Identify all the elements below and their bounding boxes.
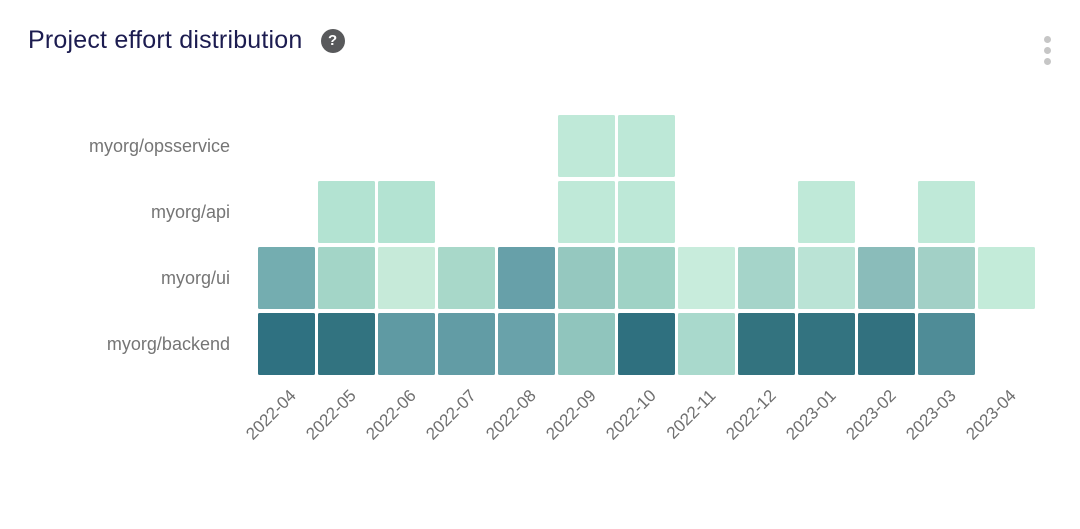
heatmap-cell-empty (978, 181, 1035, 243)
heatmap-cell-empty (978, 115, 1035, 177)
heatmap-cell-empty (678, 181, 735, 243)
row-label: myorg/opsservice (88, 135, 230, 156)
heatmap-cell-empty (798, 115, 855, 177)
heatmap-cell[interactable] (858, 247, 915, 309)
heatmap-cell[interactable] (438, 247, 495, 309)
heatmap-cell[interactable] (378, 313, 435, 375)
heatmap-cell[interactable] (738, 247, 795, 309)
x-axis-label: 2022-12 (722, 386, 780, 444)
heatmap-cell-empty (438, 115, 495, 177)
heatmap-cell-empty (498, 115, 555, 177)
heatmap-cell-empty (318, 115, 375, 177)
heatmap-cell-empty (378, 115, 435, 177)
heatmap-cell[interactable] (258, 247, 315, 309)
row-label: myorg/ui (160, 267, 230, 288)
heatmap-cell-empty (738, 115, 795, 177)
heatmap-cell-empty (858, 181, 915, 243)
kebab-dot (1044, 47, 1051, 54)
heatmap-cell[interactable] (258, 313, 315, 375)
heatmap-cell-empty (978, 313, 1035, 375)
heatmap-cell[interactable] (798, 181, 855, 243)
heatmap-cell[interactable] (918, 181, 975, 243)
x-axis-label: 2022-04 (242, 386, 300, 444)
x-axis-label: 2022-05 (302, 386, 360, 444)
heatmap-cell[interactable] (978, 247, 1035, 309)
heatmap-cell[interactable] (618, 313, 675, 375)
heatmap-cell[interactable] (378, 247, 435, 309)
heatmap-cell[interactable] (558, 247, 615, 309)
heatmap-cell-empty (258, 181, 315, 243)
x-axis-label: 2022-09 (542, 386, 600, 444)
heatmap-grid (258, 115, 1035, 375)
help-icon[interactable]: ? (320, 28, 345, 53)
row-label: myorg/api (150, 201, 230, 222)
x-axis-label: 2023-01 (782, 386, 840, 444)
heatmap-cell[interactable] (678, 313, 735, 375)
heatmap-cell[interactable] (378, 181, 435, 243)
x-axis-label: 2022-08 (482, 386, 540, 444)
heatmap-cell[interactable] (558, 115, 615, 177)
heatmap-cell[interactable] (498, 247, 555, 309)
heatmap-cell-empty (438, 181, 495, 243)
x-axis-label: 2023-02 (842, 386, 900, 444)
kebab-dot (1044, 58, 1051, 65)
heatmap-cell[interactable] (918, 313, 975, 375)
x-axis-label: 2022-06 (362, 386, 420, 444)
x-axis-label: 2022-10 (602, 386, 660, 444)
heatmap-cell[interactable] (858, 313, 915, 375)
heatmap-cell[interactable] (318, 247, 375, 309)
heatmap-cell[interactable] (318, 313, 375, 375)
heatmap-cell[interactable] (318, 181, 375, 243)
kebab-menu-icon[interactable] (1042, 34, 1053, 67)
heatmap-cell[interactable] (618, 247, 675, 309)
kebab-dot (1044, 36, 1051, 43)
chart-header: Project effort distribution ? (28, 26, 345, 55)
page-title: Project effort distribution (28, 26, 303, 54)
heatmap-cell-empty (498, 181, 555, 243)
heatmap-cell[interactable] (798, 313, 855, 375)
heatmap-cell[interactable] (438, 313, 495, 375)
heatmap-cell-empty (738, 181, 795, 243)
heatmap-cell[interactable] (678, 247, 735, 309)
heatmap-cell-empty (678, 115, 735, 177)
heatmap-cell-empty (258, 115, 315, 177)
heatmap-cell-empty (918, 115, 975, 177)
x-axis-label: 2023-04 (962, 386, 1020, 444)
heatmap-cell-empty (858, 115, 915, 177)
heatmap-cell[interactable] (618, 181, 675, 243)
heatmap-cell[interactable] (558, 313, 615, 375)
heatmap-cell[interactable] (918, 247, 975, 309)
y-axis-labels: myorg/opsservice myorg/api myorg/ui myorg/b… (0, 115, 230, 379)
x-axis-label: 2022-07 (422, 386, 480, 444)
x-axis-label: 2023-03 (902, 386, 960, 444)
heatmap-cell[interactable] (738, 313, 795, 375)
x-axis-label: 2022-11 (663, 386, 720, 443)
heatmap-cell[interactable] (558, 181, 615, 243)
row-label: myorg/backend (106, 333, 230, 354)
heatmap-cell[interactable] (498, 313, 555, 375)
heatmap-cell[interactable] (798, 247, 855, 309)
heatmap-cell[interactable] (618, 115, 675, 177)
